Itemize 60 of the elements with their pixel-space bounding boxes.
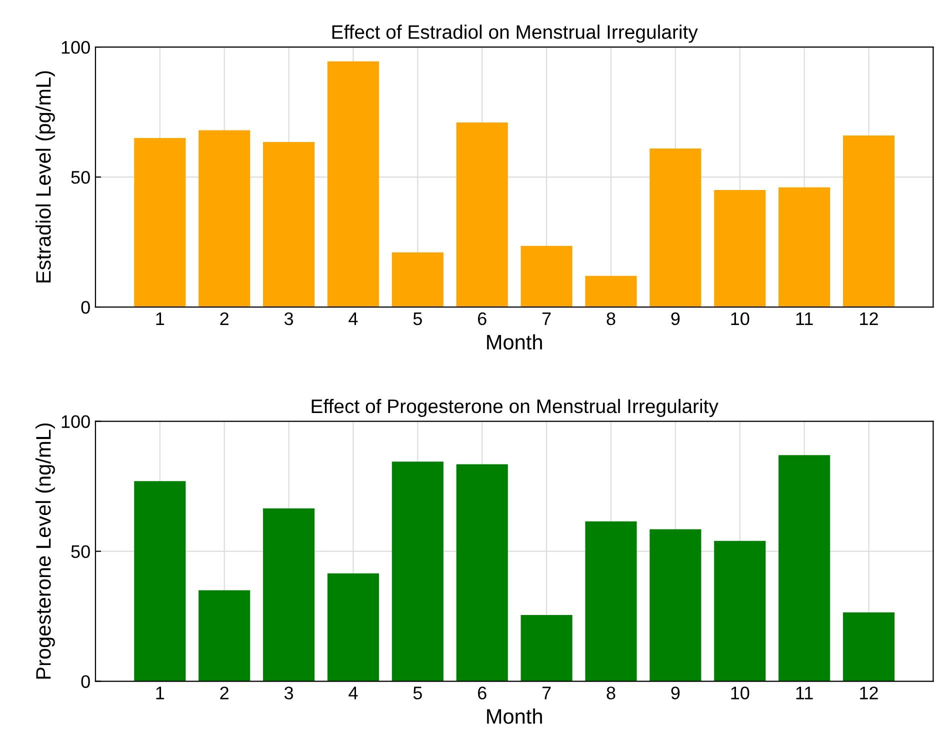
x-tick-label: 2 [220,312,228,325]
bar [263,142,315,308]
x-tick-label: 4 [348,312,358,325]
y-tick-label: 50 [71,545,90,558]
y-axis-title: Progesterone Level (ng/mL) [36,423,55,679]
x-tick-label: 5 [413,686,422,700]
bar [392,462,444,682]
x-tick-label: 7 [542,686,551,700]
y-tick-label: 0 [81,675,90,688]
x-tick-label: 4 [348,686,358,700]
y-tick-label: 100 [62,40,90,54]
bar [198,590,250,682]
bar [134,481,186,682]
y-tick-label: 100 [62,415,90,428]
bar [585,276,637,308]
bar [778,455,830,682]
x-tick-label: 6 [478,312,486,326]
y-tick-label: 0 [81,300,90,314]
x-tick-label: 11 [796,312,813,325]
x-tick-label: 11 [796,686,813,700]
x-axis-title: Month [487,708,542,724]
y-axis-title: Estradiol Level (pg/mL) [36,71,55,282]
x-tick-label: 9 [671,312,680,326]
bar [392,252,444,308]
y-tick-label: 50 [71,170,90,184]
bar [650,529,702,682]
bar [714,540,766,682]
bar [263,508,315,682]
chart-title: Effect of Estradiol on Menstrual Irregularity [332,24,698,43]
x-tick-label: 5 [413,312,422,326]
bar [520,246,572,308]
x-tick-label: 12 [860,686,878,700]
x-tick-label: 12 [860,312,878,325]
x-tick-label: 1 [156,686,164,700]
x-tick-label: 9 [671,686,680,700]
x-tick-label: 2 [220,686,228,700]
bar [198,130,250,308]
bar [714,190,766,308]
bar [778,187,830,308]
x-tick-label: 8 [606,312,616,326]
x-tick-label: 10 [731,312,750,326]
x-tick-label: 8 [606,686,616,700]
bar [327,573,380,682]
bar [456,464,508,682]
x-tick-label: 10 [731,686,750,700]
x-axis-title: Month [487,334,542,350]
bar [842,135,895,308]
x-tick-label: 7 [542,312,551,325]
bar [327,61,380,308]
bar [456,122,508,308]
x-tick-label: 1 [156,312,164,325]
bar [842,612,895,682]
bar [520,614,572,682]
bar [650,148,702,308]
x-tick-label: 6 [478,686,486,700]
chart-title: Effect of Progesterone on Menstrual Irregularity [312,398,718,418]
x-tick-label: 3 [284,312,294,326]
x-tick-label: 3 [284,686,294,700]
bar [585,521,637,682]
bar [134,138,186,308]
